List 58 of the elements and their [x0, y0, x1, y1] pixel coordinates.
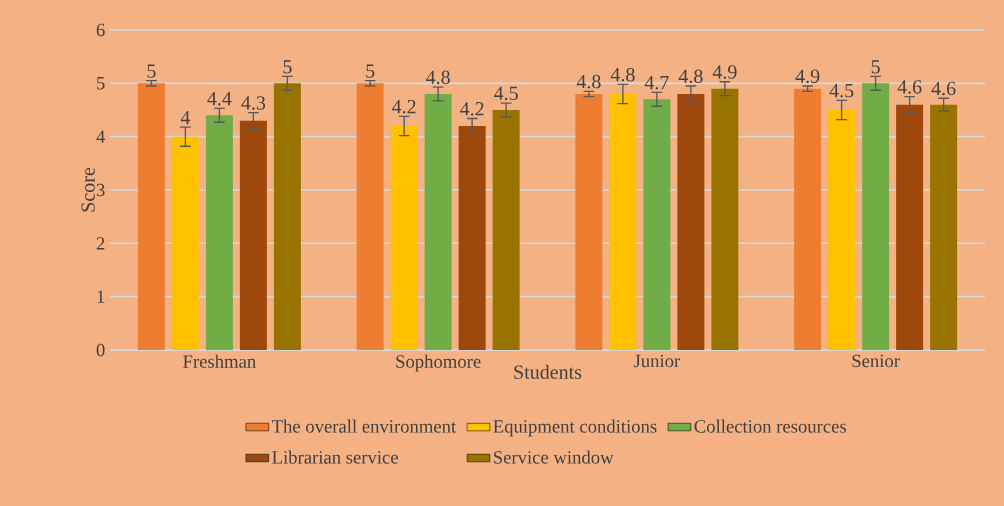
x-tick-label: Junior — [633, 354, 681, 368]
bar — [677, 93, 705, 350]
bar — [930, 104, 958, 350]
data-label: 4.9 — [795, 69, 820, 84]
bar — [492, 110, 520, 350]
legend-label: Librarian service — [272, 450, 398, 464]
y-tick-label: 5 — [97, 77, 105, 90]
data-label: 4.8 — [576, 74, 601, 89]
bar — [575, 93, 603, 350]
data-label: 4.8 — [610, 67, 635, 82]
data-label: 5 — [366, 64, 375, 78]
data-label: 4.7 — [644, 76, 669, 90]
data-label: 4 — [180, 110, 191, 125]
bar — [458, 125, 486, 350]
bar — [794, 88, 822, 350]
bar — [273, 83, 301, 350]
data-label: 4.9 — [712, 65, 737, 79]
legend-label: Equipment conditions — [493, 419, 657, 437]
y-tick-label: 0 — [96, 343, 105, 357]
y-tick-label: 4 — [96, 130, 106, 143]
bar — [711, 88, 739, 350]
y-axis-title: Score — [81, 167, 95, 212]
y-tick-label: 1 — [97, 290, 105, 303]
legend-label: The overall environment — [271, 419, 457, 433]
data-label: 5 — [871, 60, 880, 74]
bar — [828, 110, 856, 350]
legend-label: Collection resources — [694, 419, 846, 433]
x-tick-label: Senior — [852, 354, 900, 368]
bar — [137, 83, 165, 350]
bar — [609, 93, 637, 350]
data-label: 4.5 — [829, 84, 854, 98]
data-label: 5 — [147, 64, 156, 78]
data-label: 4.5 — [494, 86, 518, 101]
bar — [862, 83, 890, 350]
bar — [643, 99, 671, 350]
data-label: 4.4 — [207, 92, 232, 106]
data-label: 4.8 — [426, 70, 450, 85]
y-tick-label: 3 — [96, 183, 105, 197]
bar — [896, 104, 924, 350]
data-label: 4.6 — [897, 80, 922, 94]
bar — [239, 120, 267, 350]
bar — [390, 125, 418, 350]
data-label: 4.2 — [392, 99, 416, 114]
y-tick-label: 6 — [96, 23, 105, 37]
x-tick-label: Sophomore — [396, 354, 481, 372]
bar — [424, 93, 452, 350]
y-tick-label: 2 — [96, 237, 105, 250]
x-tick-label: Freshman — [183, 354, 256, 368]
bar — [171, 136, 199, 350]
bar — [205, 115, 233, 350]
legend-label: Service window — [494, 450, 614, 464]
data-label: 4.6 — [931, 81, 956, 96]
data-label: 4.2 — [460, 102, 484, 116]
data-label: 4.3 — [241, 96, 266, 110]
data-label: 5 — [283, 60, 292, 74]
x-axis-title: Students — [514, 364, 582, 379]
bar — [356, 83, 384, 350]
data-label: 4.8 — [678, 69, 703, 84]
